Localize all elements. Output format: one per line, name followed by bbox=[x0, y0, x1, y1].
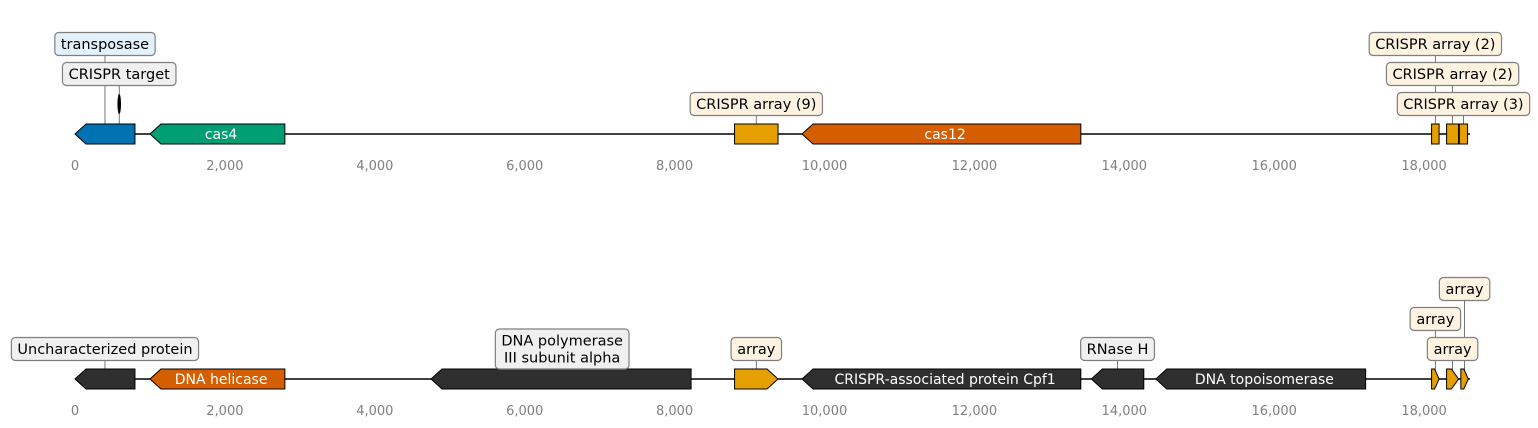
axis-tick-label: 8,000 bbox=[656, 404, 693, 419]
axis-tick-label: 16,000 bbox=[1251, 404, 1297, 419]
axis-tick-label: 12,000 bbox=[952, 159, 998, 174]
callout-text: Uncharacterized protein bbox=[17, 342, 192, 358]
callout-box bbox=[494, 328, 630, 370]
axis-tick-label: 2,000 bbox=[206, 404, 243, 419]
axis-tick-label: 6,000 bbox=[506, 159, 543, 174]
gene-feature-label: cas12 bbox=[924, 127, 965, 143]
callout-label: CRISPR array (3) bbox=[1396, 91, 1531, 117]
gene-feature-label: DNA topoisomerase bbox=[1195, 372, 1334, 388]
gene-feature-arrow bbox=[1460, 368, 1469, 390]
gene-feature-arrow bbox=[149, 368, 286, 390]
axis-tick-label: 18,000 bbox=[1401, 404, 1447, 419]
gene-feature-arrow bbox=[74, 123, 136, 145]
axis-tick-label: 4,000 bbox=[356, 404, 393, 419]
callout-label: CRISPR array (2) bbox=[1385, 61, 1520, 87]
axis-tick-label: 0 bbox=[71, 404, 79, 419]
callout-text: CRISPR array (2) bbox=[1375, 37, 1495, 53]
callout-text: CRISPR array (3) bbox=[1403, 97, 1523, 113]
callout-label: Uncharacterized protein bbox=[10, 336, 200, 362]
axis-tick-label: 2,000 bbox=[206, 159, 243, 174]
callout-label: RNase H bbox=[1080, 336, 1156, 362]
crispr-target-marker bbox=[117, 94, 122, 114]
callout-box bbox=[730, 336, 783, 362]
callout-label: CRISPR target bbox=[61, 61, 177, 87]
callout-text: array bbox=[1416, 312, 1454, 328]
callout-text: array bbox=[1446, 282, 1484, 298]
gene-feature-arrow bbox=[734, 368, 779, 390]
gene-feature-arrow bbox=[801, 368, 1082, 390]
gene-feature-arrow bbox=[734, 123, 779, 145]
axis-tick-label: 16,000 bbox=[1251, 159, 1297, 174]
callout-box bbox=[1426, 336, 1479, 362]
callout-box bbox=[1080, 336, 1156, 362]
axis-tick-label: 18,000 bbox=[1401, 159, 1447, 174]
axis-tick-label: 6,000 bbox=[506, 404, 543, 419]
axis-tick-label: 10,000 bbox=[802, 404, 848, 419]
axis-tick-label: 4,000 bbox=[356, 159, 393, 174]
callout-box bbox=[1385, 61, 1520, 87]
callout-text: CRISPR target bbox=[69, 67, 171, 83]
axis-tick-label: 14,000 bbox=[1102, 159, 1148, 174]
gene-feature-arrow bbox=[1446, 123, 1460, 145]
callout-label: array bbox=[1426, 336, 1479, 362]
callout-box bbox=[1438, 276, 1491, 302]
gene-feature-arrow bbox=[74, 368, 136, 390]
callout-text: DNA polymerase III subunit alpha bbox=[501, 334, 623, 367]
bottom-gene-track: 0 2,000 4,000 6,000 8,000 10,000 12,000 14,000 1… bbox=[10, 276, 1491, 419]
callout-box bbox=[1396, 91, 1531, 117]
callout-text: CRISPR array (2) bbox=[1392, 67, 1512, 83]
axis-tick-label: 14,000 bbox=[1102, 404, 1148, 419]
axis-tick-label: 12,000 bbox=[952, 404, 998, 419]
gene-feature-arrow bbox=[1431, 123, 1440, 145]
callout-box bbox=[1409, 306, 1462, 332]
callout-text: RNase H bbox=[1087, 342, 1149, 358]
axis-tick-label: 0 bbox=[71, 159, 79, 174]
gene-feature-arrow bbox=[1446, 368, 1460, 390]
callout-text: CRISPR array (9) bbox=[696, 97, 816, 113]
gene-feature-arrow bbox=[1458, 123, 1469, 145]
axis-tick-label: 10,000 bbox=[802, 159, 848, 174]
callout-label: array bbox=[1409, 306, 1462, 332]
callout-label: DNA polymerase III subunit alpha bbox=[494, 328, 630, 370]
gene-feature-label: DNA helicase bbox=[175, 372, 268, 388]
callout-text: array bbox=[1434, 342, 1472, 358]
axis-tick-label: 8,000 bbox=[656, 159, 693, 174]
gene-feature-arrow bbox=[430, 368, 692, 390]
callout-box bbox=[1368, 31, 1503, 57]
top-gene-track: 0 2,000 4,000 6,000 8,000 10,000 12,000 14,000 1… bbox=[54, 31, 1531, 174]
gene-feature-label: cas4 bbox=[205, 127, 238, 143]
callout-box bbox=[54, 31, 156, 57]
gene-feature-arrow bbox=[801, 123, 1082, 145]
callout-label: transposase bbox=[54, 31, 156, 57]
callout-box bbox=[689, 91, 824, 117]
callout-text: transposase bbox=[61, 37, 149, 53]
gene-feature-arrow bbox=[149, 123, 286, 145]
callout-label: CRISPR array (2) bbox=[1368, 31, 1503, 57]
callout-box bbox=[10, 336, 200, 362]
gene-feature-arrow bbox=[1155, 368, 1367, 390]
gene-feature-arrow bbox=[1431, 368, 1440, 390]
callout-label: array bbox=[730, 336, 783, 362]
callout-text: array bbox=[737, 342, 775, 358]
callout-box bbox=[61, 61, 177, 87]
gene-feature-arrow bbox=[1090, 368, 1145, 390]
gene-feature-label: CRISPR-associated protein Cpf1 bbox=[834, 372, 1055, 388]
callout-label: CRISPR array (9) bbox=[689, 91, 824, 117]
callout-label: array bbox=[1438, 276, 1491, 302]
